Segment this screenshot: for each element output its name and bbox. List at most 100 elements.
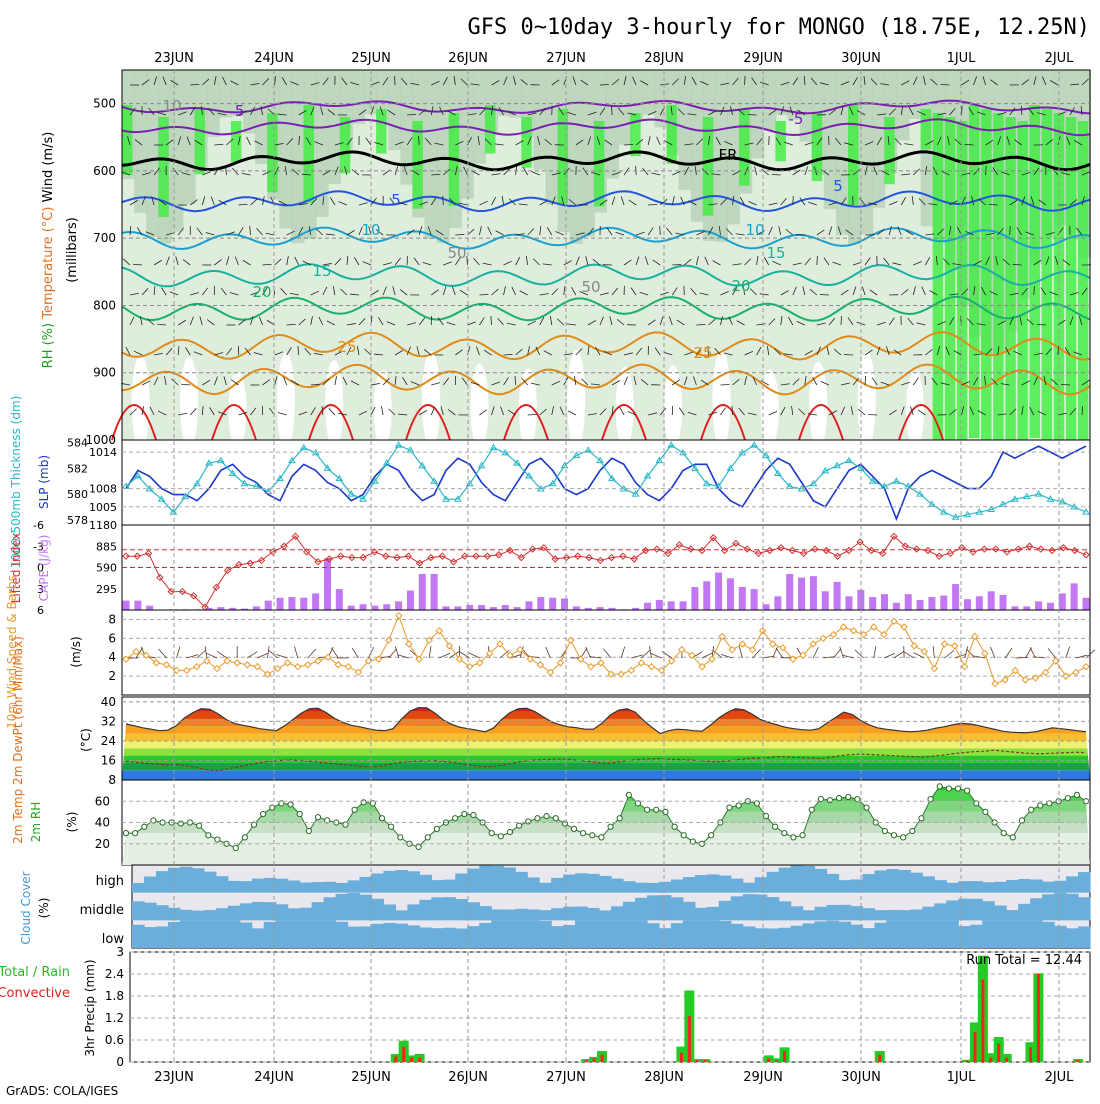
rh-band bbox=[860, 70, 873, 234]
rh-point bbox=[379, 816, 384, 821]
cloud-bar bbox=[575, 920, 588, 948]
cloud-bar bbox=[934, 880, 947, 892]
cloud-bar bbox=[958, 926, 971, 948]
cloud-bar bbox=[491, 865, 504, 892]
cloud-bar bbox=[527, 909, 540, 920]
cloud-bar bbox=[455, 899, 468, 920]
temp-band bbox=[122, 734, 1090, 741]
slp-ylabel: SLP (mb) bbox=[37, 455, 51, 509]
cape-tick: 1180 bbox=[89, 519, 117, 532]
cloud-bar bbox=[204, 910, 217, 920]
cape-bar bbox=[324, 558, 331, 610]
cloud-bar bbox=[551, 878, 564, 893]
cape-bar bbox=[893, 603, 900, 610]
rh-point bbox=[1038, 803, 1043, 808]
cloud-bar bbox=[886, 920, 899, 948]
cloud-bar bbox=[180, 867, 193, 893]
ylabel-part: RH (%) bbox=[41, 319, 56, 369]
rh-point bbox=[919, 816, 924, 821]
precip-convective-bar bbox=[688, 1016, 691, 1062]
cloud-bar bbox=[719, 876, 732, 893]
cape-bar bbox=[348, 606, 355, 610]
precip-convective-bar bbox=[1005, 1058, 1008, 1062]
cloud-bar bbox=[252, 928, 265, 948]
cloud-bar bbox=[360, 926, 373, 948]
cloud-bar bbox=[874, 870, 887, 892]
cloud-bar bbox=[575, 907, 588, 921]
cape-bar bbox=[1083, 598, 1090, 610]
cape-bar bbox=[371, 606, 378, 610]
precip-convective-bar bbox=[680, 1053, 683, 1062]
temp-band bbox=[122, 748, 1090, 755]
cape-bar bbox=[395, 601, 402, 610]
cloud-bar bbox=[360, 895, 373, 921]
cloud-bar bbox=[791, 906, 804, 920]
cape-bar bbox=[1047, 603, 1054, 610]
pressure-tick: 600 bbox=[93, 164, 116, 178]
cloud-bar bbox=[192, 920, 205, 948]
cloud-bar bbox=[395, 870, 408, 893]
rh-saturated bbox=[485, 105, 495, 154]
dry-pocket bbox=[277, 353, 295, 450]
cloud-bar bbox=[635, 883, 648, 893]
precip-convective-bar bbox=[1029, 1047, 1032, 1062]
cloud-bar bbox=[862, 874, 875, 893]
cloud-bar bbox=[743, 883, 756, 893]
cape-bar bbox=[537, 597, 544, 610]
cloud-bar bbox=[1030, 920, 1043, 948]
dry-pocket bbox=[422, 351, 440, 450]
rh-band bbox=[497, 70, 510, 116]
rh-band bbox=[291, 70, 304, 243]
rh-point bbox=[965, 788, 970, 793]
cloud-bar bbox=[874, 923, 887, 948]
cloud-bar bbox=[276, 904, 289, 920]
pressure-tick: 800 bbox=[93, 298, 116, 312]
date-label-top: 23JUN bbox=[154, 51, 194, 66]
rh-point bbox=[462, 811, 467, 816]
cloud-bar bbox=[491, 909, 504, 920]
cloud-bar bbox=[671, 880, 684, 893]
precip-tick: 2.4 bbox=[105, 967, 124, 981]
cloud-bar bbox=[803, 866, 816, 893]
cloud-bar bbox=[815, 907, 828, 921]
rh-saturated bbox=[630, 113, 640, 156]
precip-tick: 1.8 bbox=[105, 989, 124, 1003]
cape-bar bbox=[1071, 583, 1078, 610]
cloud-bar bbox=[898, 910, 911, 920]
date-label-top: 25JUN bbox=[351, 51, 391, 66]
rh-point bbox=[544, 814, 549, 819]
cloud-bar bbox=[683, 877, 696, 893]
cloud-bar bbox=[539, 883, 552, 893]
precip-convective-bar bbox=[394, 1057, 397, 1063]
rh-point bbox=[1029, 807, 1034, 812]
precip-ylabel: 3hr Precip (mm) bbox=[83, 959, 97, 1056]
rh-saturated bbox=[933, 113, 943, 446]
cloud-bar bbox=[623, 881, 636, 893]
rh-point bbox=[526, 819, 531, 824]
cloud-bar bbox=[1066, 876, 1079, 892]
cloud-bar bbox=[779, 868, 792, 893]
rh-band bbox=[872, 70, 885, 208]
cloud-bar bbox=[1018, 879, 1031, 893]
cloud-level-label: middle bbox=[80, 903, 124, 918]
cloud-level-label: high bbox=[96, 874, 124, 889]
cape-bar bbox=[857, 590, 864, 610]
cloud-bar bbox=[599, 920, 612, 948]
rh-saturated bbox=[1030, 105, 1040, 438]
temp-tick: 40 bbox=[101, 695, 116, 709]
precip-tick: 0.6 bbox=[105, 1033, 124, 1047]
contour-label: 25 bbox=[337, 338, 356, 356]
cloud-bar bbox=[970, 881, 983, 893]
cloud-bar bbox=[563, 907, 576, 921]
precip-convective-bar bbox=[402, 1047, 405, 1062]
rh-saturated bbox=[921, 109, 931, 149]
cape-bar bbox=[988, 591, 995, 610]
precip-convective-bar bbox=[989, 1058, 992, 1062]
precip-tick: 3 bbox=[116, 945, 124, 959]
cape-bar bbox=[834, 582, 841, 610]
cape-bar bbox=[300, 598, 307, 610]
cloud-bar bbox=[467, 869, 480, 893]
cloud-bar bbox=[192, 868, 205, 892]
